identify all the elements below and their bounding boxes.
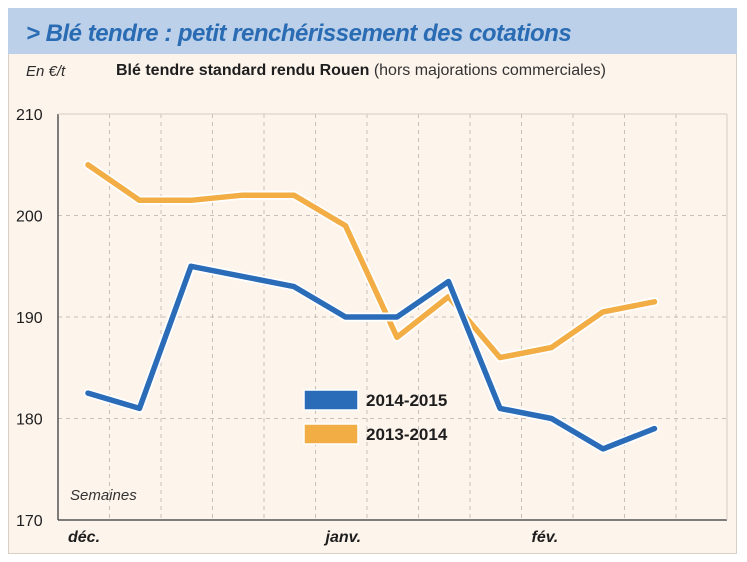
y-tick-label: 190 [16,310,43,327]
legend-label: 2013-2014 [366,425,448,444]
legend-swatch-2013-2014 [303,423,359,445]
x-tick-label: fév. [532,529,559,546]
y-tick-label: 200 [16,209,43,226]
x-tick-label: déc. [68,529,100,546]
y-tick-label: 210 [16,107,43,124]
title-bar: > Blé tendre : petit renchérissement des… [8,8,737,54]
x-axis-label: Semaines [70,487,137,504]
legend-label: 2014-2015 [366,391,447,410]
page-title: > Blé tendre : petit renchérissement des… [26,20,572,47]
series-line-2014-2015 [85,263,658,452]
chart-subtitle: Blé tendre standard rendu Rouen (hors ma… [116,62,606,80]
chart-title-note: (hors majorations commerciales) [373,62,606,79]
y-tick-label: 170 [16,513,43,530]
chart-title: Blé tendre standard rendu Rouen [116,62,370,79]
x-tick-label: janv. [324,529,362,546]
legend-swatch-2014-2015 [303,389,359,411]
series-line-2013-2014 [85,162,658,361]
y-tick-label: 180 [16,412,43,429]
y-axis-unit: En €/t [26,63,66,80]
